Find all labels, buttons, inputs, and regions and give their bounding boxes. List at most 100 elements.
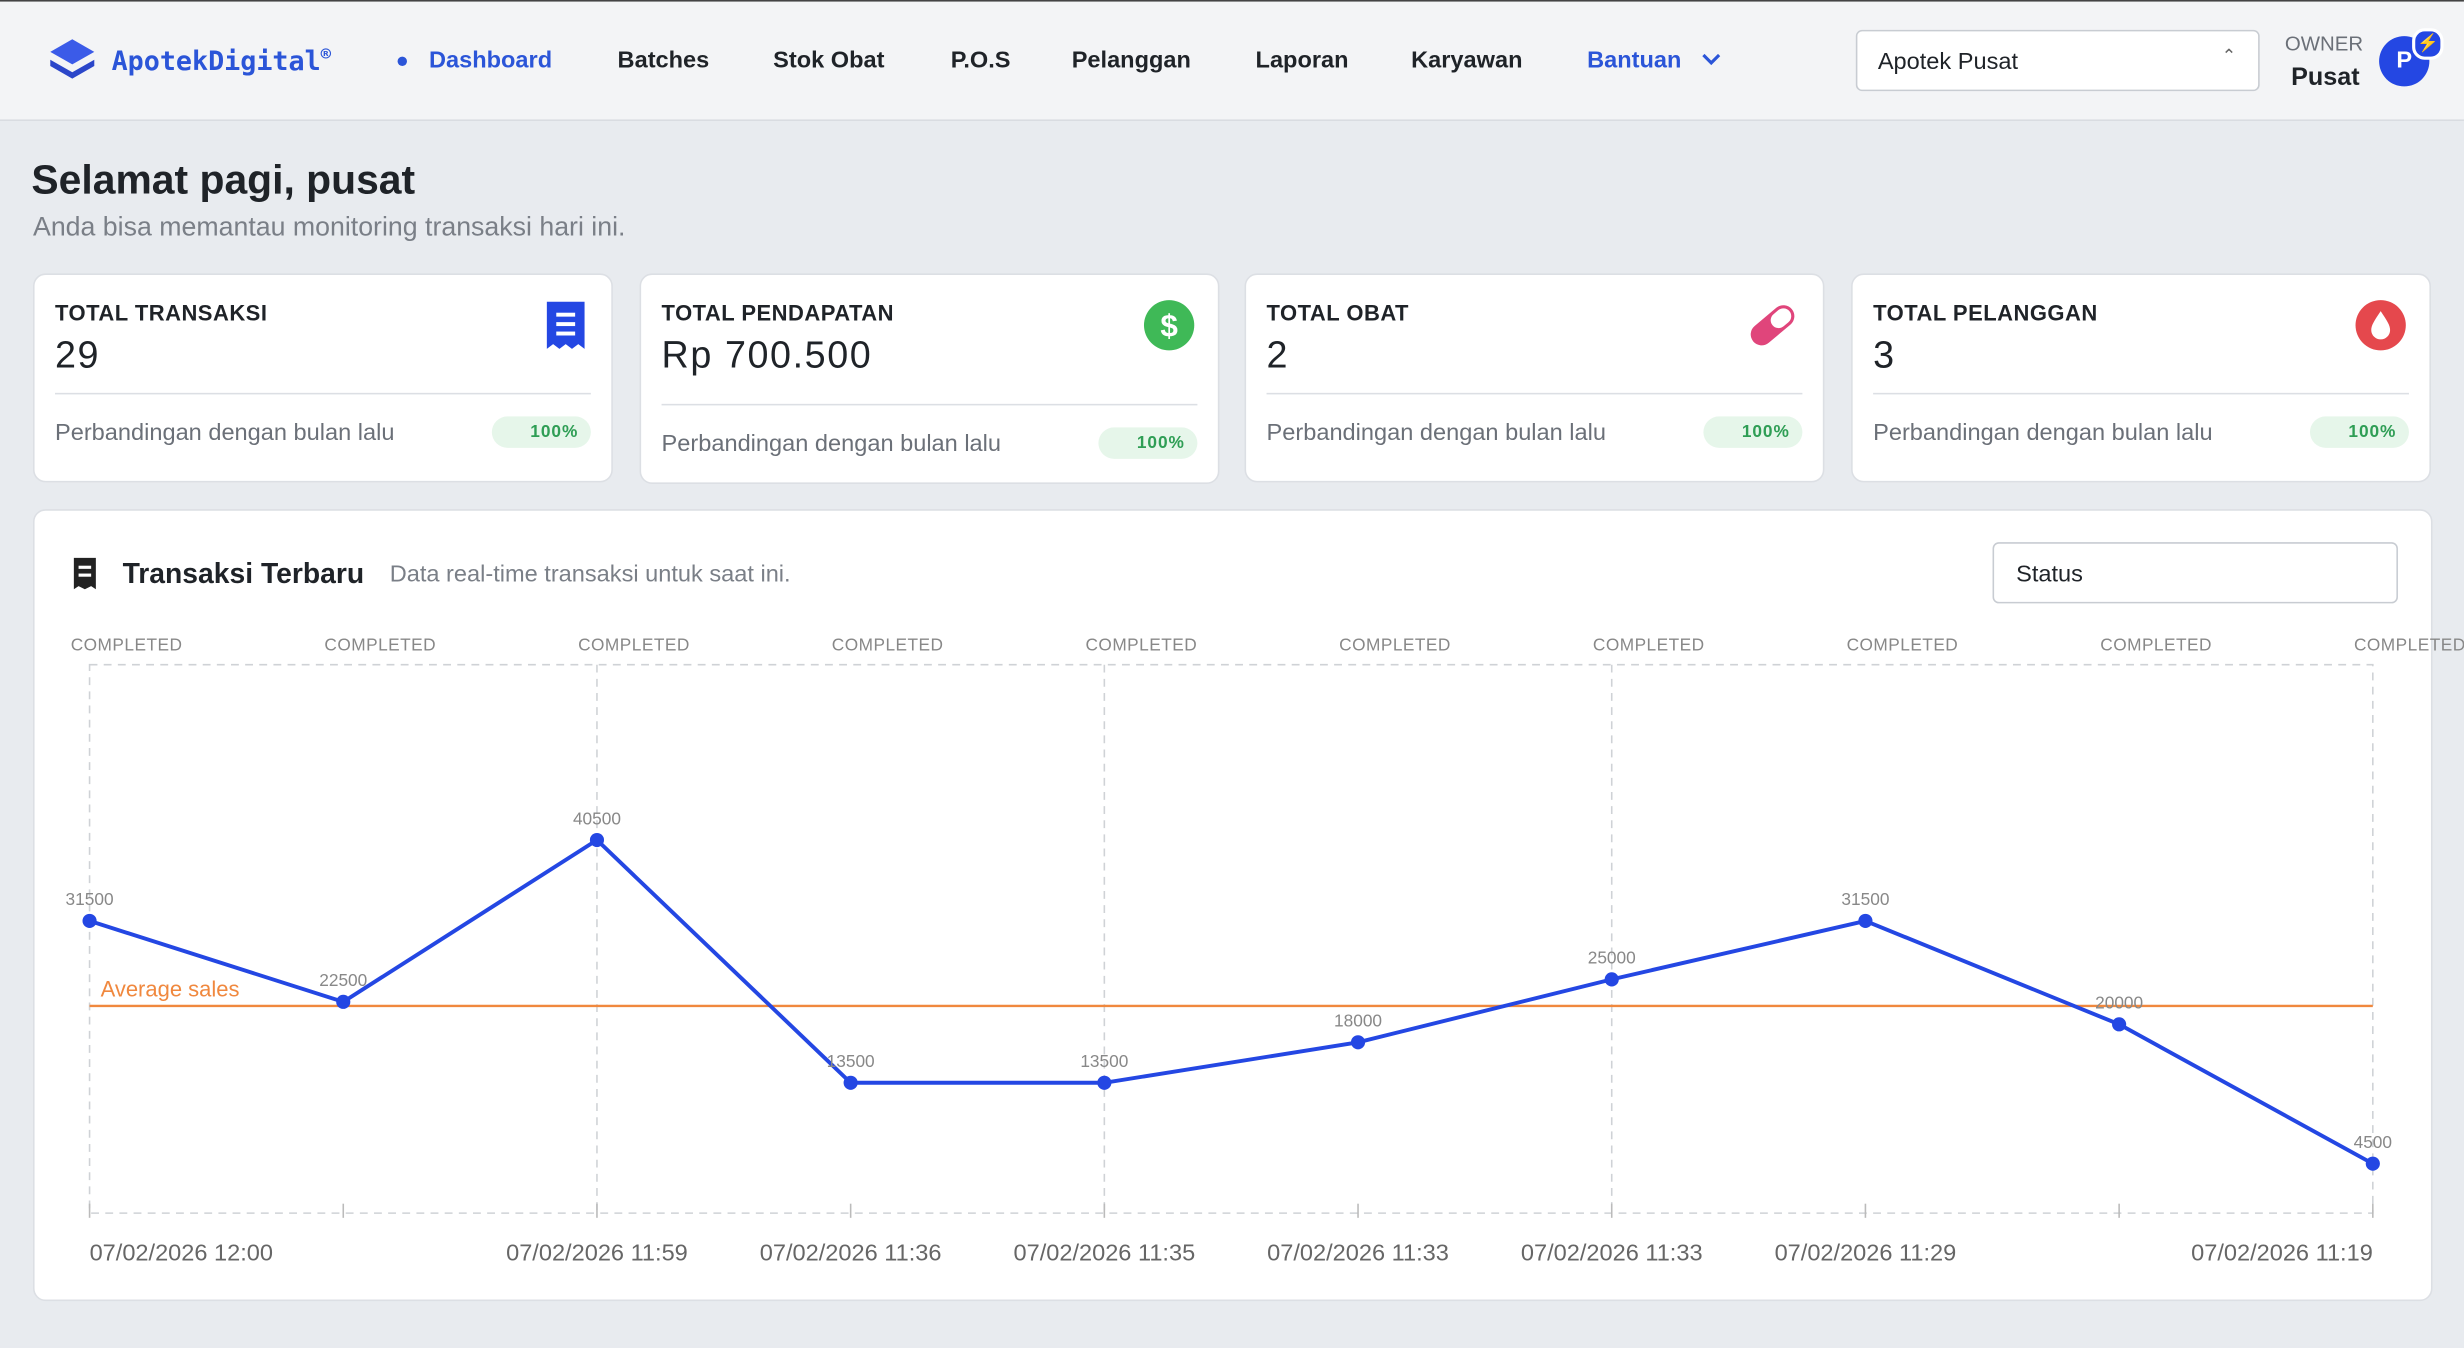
x-tick-label: 07/02/2026 12:00 bbox=[90, 1239, 273, 1265]
brand[interactable]: ApotekDigital® bbox=[112, 44, 332, 78]
nav-link[interactable]: Stok Obat bbox=[773, 47, 885, 74]
data-line bbox=[88, 837, 2374, 1166]
brand-name: ApotekDigital bbox=[111, 46, 321, 79]
value-label: 13500 bbox=[827, 1051, 875, 1071]
divider bbox=[1266, 392, 1803, 395]
card-title: TOTAL TRANSAKSI bbox=[54, 300, 268, 326]
status-select[interactable]: Status bbox=[1992, 542, 2398, 604]
card-title: TOTAL OBAT bbox=[1266, 300, 1409, 326]
svg-text:$: $ bbox=[1160, 308, 1178, 343]
page-subtitle: Anda bisa memantau monitoring transaksi … bbox=[32, 212, 626, 242]
card-icon bbox=[2355, 300, 2406, 351]
nav-link[interactable]: Batches bbox=[617, 47, 710, 74]
card-title: TOTAL PENDAPATAN bbox=[661, 300, 895, 326]
data-point bbox=[1858, 913, 1873, 929]
value-label: 22500 bbox=[319, 970, 367, 990]
x-tick-label: 07/02/2026 11:35 bbox=[1013, 1239, 1195, 1265]
card-compare: Perbandingan dengan bulan lalu bbox=[1266, 419, 1607, 447]
card-icon bbox=[1750, 305, 1795, 346]
nav-link[interactable]: Karyawan bbox=[1411, 47, 1523, 74]
divider bbox=[661, 403, 1198, 406]
card-icon bbox=[546, 301, 585, 349]
stat-card: TOTAL TRANSAKSI 29 Perbandingan dengan b… bbox=[32, 273, 613, 483]
status-label: COMPLETED bbox=[1339, 635, 1451, 655]
nav-link[interactable]: P.O.S bbox=[950, 47, 1011, 74]
card-compare: Perbandingan dengan bulan lalu bbox=[1873, 419, 2213, 447]
value-label: 4500 bbox=[2354, 1132, 2392, 1152]
divider bbox=[1873, 392, 2409, 395]
receipt-icon bbox=[73, 557, 96, 590]
select-arrows: ⌃ bbox=[2221, 47, 2237, 66]
store-select[interactable]: Apotek Pusat ⌃ bbox=[1855, 29, 2260, 92]
card-badge: 100% bbox=[1704, 416, 1803, 448]
plot-frame bbox=[88, 663, 2374, 1214]
x-tick-label: 07/02/2026 11:36 bbox=[760, 1239, 942, 1265]
data-point bbox=[1604, 972, 1619, 987]
status-label: COMPLETED bbox=[1847, 635, 1959, 655]
card-compare: Perbandingan dengan bulan lalu bbox=[54, 419, 395, 447]
x-tick-label: 07/02/2026 11:59 bbox=[506, 1239, 688, 1265]
x-tick-label: 07/02/2026 11:33 bbox=[1267, 1239, 1449, 1265]
avatar[interactable]: P bbox=[2379, 36, 2430, 87]
stat-card: TOTAL PENDAPATAN Rp 700.500 $ Perbanding… bbox=[639, 273, 1220, 484]
value-label: 31500 bbox=[66, 889, 114, 909]
chevron bbox=[1702, 53, 1721, 66]
data-point bbox=[82, 913, 97, 929]
x-tick-label: 07/02/2026 11:29 bbox=[1775, 1239, 1957, 1265]
data-point bbox=[2112, 1017, 2127, 1032]
x-tick-label: 07/02/2026 11:33 bbox=[1521, 1239, 1703, 1265]
page-title: Selamat pagi, pusat bbox=[31, 155, 416, 203]
value-label: 13500 bbox=[1080, 1051, 1128, 1071]
average-label: Average sales bbox=[101, 976, 240, 1001]
active-dot bbox=[397, 56, 407, 66]
card-icon: $ bbox=[1143, 300, 1195, 351]
data-point bbox=[589, 832, 605, 848]
card-title: TOTAL PELANGGAN bbox=[1873, 300, 2098, 326]
value-label: 40500 bbox=[573, 808, 621, 828]
nav-link[interactable]: Pelanggan bbox=[1071, 47, 1191, 74]
status-label: COMPLETED bbox=[2100, 635, 2212, 655]
data-point bbox=[2365, 1156, 2380, 1171]
card-badge: 100% bbox=[492, 416, 591, 448]
panel-subtitle: Data real-time transaksi untuk saat ini. bbox=[389, 560, 791, 588]
user-role: OWNER bbox=[2284, 31, 2364, 55]
panel-title: Transaksi Terbaru bbox=[122, 557, 365, 590]
data-point bbox=[336, 994, 351, 1009]
card-badge: 100% bbox=[1099, 427, 1198, 459]
nav-link[interactable]: Laporan bbox=[1255, 47, 1349, 74]
value-label: 31500 bbox=[1841, 889, 1889, 909]
value-label: 20000 bbox=[2095, 993, 2143, 1013]
card-value: 3 bbox=[1873, 334, 1896, 378]
value-label: 25000 bbox=[1588, 948, 1636, 968]
divider bbox=[54, 392, 591, 395]
nav-link[interactable]: Dashboard bbox=[428, 47, 553, 74]
status-label: COMPLETED bbox=[2354, 635, 2464, 655]
status-label: COMPLETED bbox=[71, 635, 183, 655]
transactions-panel: Transaksi Terbaru Data real-time transak… bbox=[32, 509, 2433, 1302]
status-label: COMPLETED bbox=[1085, 635, 1197, 655]
value-label: 18000 bbox=[1334, 1011, 1382, 1031]
card-compare: Perbandingan dengan bulan lalu bbox=[661, 430, 1002, 458]
card-value: Rp 700.500 bbox=[661, 334, 873, 378]
status-label: COMPLETED bbox=[324, 635, 436, 655]
stat-card: TOTAL PELANGGAN 3 Perbandingan dengan bu… bbox=[1851, 273, 2431, 483]
status-label: COMPLETED bbox=[578, 635, 690, 655]
data-point bbox=[1350, 1035, 1366, 1050]
card-value: 2 bbox=[1266, 334, 1290, 378]
brand-mark: ® bbox=[320, 43, 332, 65]
card-value: 29 bbox=[54, 334, 101, 378]
card-badge: 100% bbox=[2310, 416, 2409, 448]
logo bbox=[50, 39, 95, 79]
top-bar: ApotekDigital® Dashboard Batches Stok Ob… bbox=[0, 0, 2464, 121]
status-label: COMPLETED bbox=[832, 635, 944, 655]
avatar-badge: ⚡ bbox=[2412, 28, 2444, 60]
user-name: Pusat bbox=[2291, 64, 2360, 92]
nav-dropdown[interactable]: Bantuan bbox=[1587, 47, 1682, 74]
data-point bbox=[1097, 1075, 1112, 1090]
status-label: Status bbox=[2016, 560, 2083, 588]
status-label: COMPLETED bbox=[1593, 635, 1705, 655]
x-tick-label: 07/02/2026 11:19 bbox=[2191, 1239, 2373, 1265]
